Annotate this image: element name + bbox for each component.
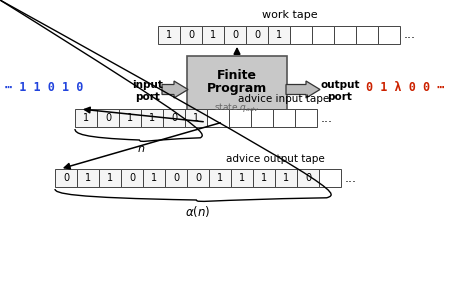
Bar xyxy=(55,169,77,187)
Bar xyxy=(297,169,319,187)
Bar xyxy=(312,26,334,44)
Text: 1: 1 xyxy=(149,113,155,123)
Text: port: port xyxy=(328,91,353,102)
Bar xyxy=(163,109,185,127)
Text: state $q_{adv}$: state $q_{adv}$ xyxy=(214,101,260,114)
Text: advice output tape: advice output tape xyxy=(226,154,324,164)
Bar xyxy=(273,109,295,127)
Text: 0: 0 xyxy=(105,113,111,123)
Text: 0: 0 xyxy=(63,173,69,183)
Text: ⋯ 1 1 0 1 0: ⋯ 1 1 0 1 0 xyxy=(5,81,83,94)
Text: 0: 0 xyxy=(195,173,201,183)
Bar xyxy=(165,169,187,187)
Text: 1: 1 xyxy=(193,113,199,123)
Bar xyxy=(319,169,341,187)
Bar xyxy=(268,26,290,44)
Text: ...: ... xyxy=(345,171,357,185)
Polygon shape xyxy=(162,81,188,98)
Bar xyxy=(209,169,231,187)
Text: 1: 1 xyxy=(151,173,157,183)
Text: ...: ... xyxy=(321,112,333,124)
Bar xyxy=(187,169,209,187)
Text: 0: 0 xyxy=(305,173,311,183)
Bar xyxy=(295,109,317,127)
Bar xyxy=(99,169,121,187)
Text: ...: ... xyxy=(404,29,416,41)
Text: 1: 1 xyxy=(166,30,172,40)
Bar xyxy=(229,109,251,127)
FancyBboxPatch shape xyxy=(187,56,287,123)
Text: 1: 1 xyxy=(239,173,245,183)
Text: 1: 1 xyxy=(261,173,267,183)
Bar xyxy=(251,109,273,127)
Text: Finite: Finite xyxy=(217,69,257,82)
Bar xyxy=(246,26,268,44)
Text: 1: 1 xyxy=(85,173,91,183)
Bar xyxy=(75,109,97,127)
Text: 0: 0 xyxy=(188,30,194,40)
Bar xyxy=(202,26,224,44)
Bar xyxy=(334,26,356,44)
Text: 0: 0 xyxy=(129,173,135,183)
Bar xyxy=(158,26,180,44)
Text: 1: 1 xyxy=(83,113,89,123)
Text: 0 1 λ 0 0 ⋯: 0 1 λ 0 0 ⋯ xyxy=(366,81,444,94)
Bar xyxy=(141,109,163,127)
Text: input: input xyxy=(133,79,164,90)
Text: 1: 1 xyxy=(283,173,289,183)
Bar xyxy=(185,109,207,127)
Text: 1: 1 xyxy=(210,30,216,40)
Bar xyxy=(121,169,143,187)
Bar xyxy=(253,169,275,187)
Text: Program: Program xyxy=(207,82,267,95)
Bar xyxy=(356,26,378,44)
Bar xyxy=(224,26,246,44)
Text: 1: 1 xyxy=(276,30,282,40)
Bar xyxy=(290,26,312,44)
Bar xyxy=(143,169,165,187)
Text: 1: 1 xyxy=(107,173,113,183)
Text: advice input tape: advice input tape xyxy=(238,94,329,104)
Text: 0: 0 xyxy=(173,173,179,183)
Text: $\alpha(n)$: $\alpha(n)$ xyxy=(185,204,210,219)
Bar xyxy=(97,109,119,127)
Bar xyxy=(378,26,400,44)
Bar xyxy=(180,26,202,44)
Bar xyxy=(275,169,297,187)
Text: output: output xyxy=(320,79,360,90)
Text: 1: 1 xyxy=(217,173,223,183)
Bar xyxy=(231,169,253,187)
Text: 0: 0 xyxy=(232,30,238,40)
Text: port: port xyxy=(136,91,160,102)
Text: 1: 1 xyxy=(127,113,133,123)
Text: 0: 0 xyxy=(254,30,260,40)
Bar xyxy=(77,169,99,187)
Text: 0: 0 xyxy=(171,113,177,123)
Polygon shape xyxy=(286,81,320,98)
Text: $n$: $n$ xyxy=(137,144,145,154)
Bar xyxy=(207,109,229,127)
Text: work tape: work tape xyxy=(262,10,318,20)
Bar xyxy=(119,109,141,127)
